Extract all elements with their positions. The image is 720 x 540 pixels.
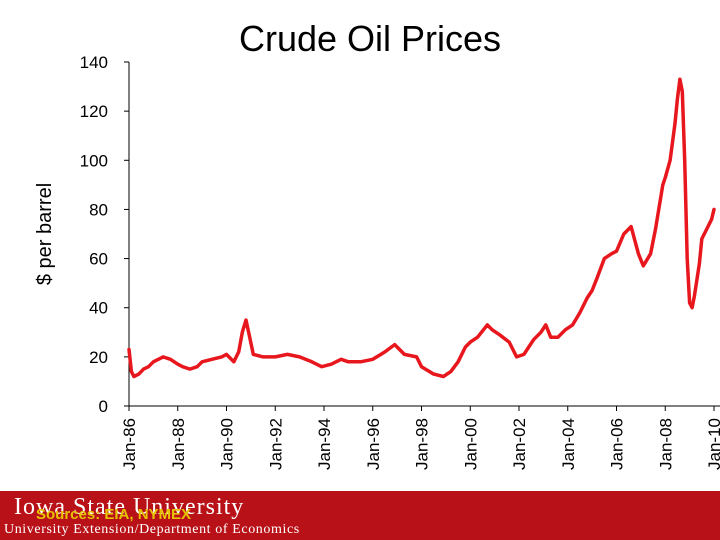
line-chart: 0 20 40 60 80 100 120 140 Jan-86 Jan-88 Jan-90 Jan-… bbox=[34, 53, 720, 470]
y-tick-label: 20 bbox=[89, 348, 108, 367]
x-tick-label: Jan-06 bbox=[608, 418, 627, 470]
x-tick-label: Jan-94 bbox=[315, 418, 334, 470]
department-line: University Extension/Department of Econo… bbox=[4, 522, 300, 537]
x-tick-label: Jan-86 bbox=[120, 418, 139, 470]
y-tick-label: 80 bbox=[89, 200, 108, 219]
x-tick-label: Jan-02 bbox=[510, 418, 529, 470]
y-tick-label: 60 bbox=[89, 250, 108, 269]
x-tick-label: Jan-96 bbox=[364, 418, 383, 470]
price-series-line bbox=[127, 77, 716, 379]
chart-series bbox=[127, 77, 716, 379]
x-tick-label: Jan-92 bbox=[266, 418, 285, 470]
y-tick-label: 140 bbox=[80, 53, 108, 72]
chart-axes: 0 20 40 60 80 100 120 140 Jan-86 Jan-88 Jan-90 Jan-… bbox=[80, 53, 720, 470]
university-logo: Iowa State University bbox=[14, 494, 245, 520]
y-tick-label: 40 bbox=[89, 299, 108, 318]
x-tick-label: Jan-04 bbox=[559, 418, 578, 470]
y-tick-label: 100 bbox=[80, 151, 108, 170]
sources-note: Sources: EIA, NYMEX bbox=[36, 506, 192, 523]
chart-title: Crude Oil Prices bbox=[238, 18, 502, 59]
x-tick-label: Jan-88 bbox=[169, 418, 188, 470]
y-tick-label: 0 bbox=[99, 397, 108, 416]
x-tick-label: Jan-00 bbox=[461, 418, 480, 470]
x-tick-label: Jan-10 bbox=[705, 418, 720, 470]
x-tick-label: Jan-08 bbox=[656, 418, 675, 470]
x-tick-label: Jan-90 bbox=[218, 418, 237, 470]
y-tick-label: 120 bbox=[80, 102, 108, 121]
footer-banner: Iowa State University Sources: EIA, NYME… bbox=[0, 491, 720, 540]
y-axis-title: $ per barrel bbox=[34, 183, 56, 285]
x-tick-label: Jan-98 bbox=[413, 418, 432, 470]
